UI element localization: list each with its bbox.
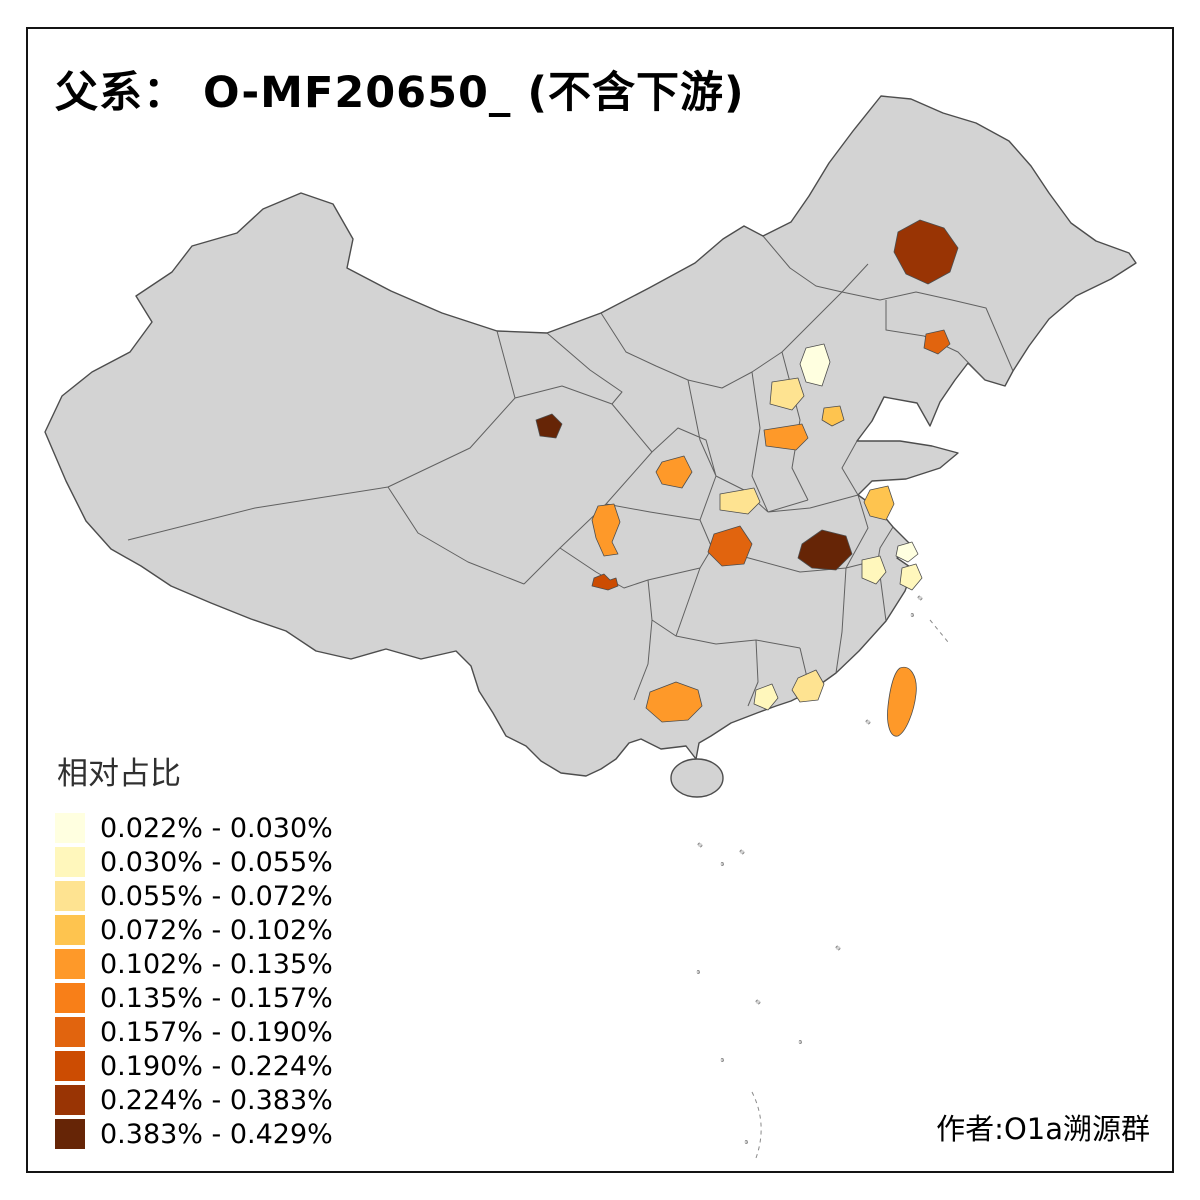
legend-swatch [55, 1119, 85, 1149]
legend-row: 0.157% - 0.190% [55, 1015, 333, 1049]
map-region-liaoning-small [923, 329, 951, 355]
map-region-anhui-north-light [863, 485, 895, 521]
sea-boundary-dash [751, 1091, 762, 1159]
legend-label: 0.135% - 0.157% [100, 982, 333, 1014]
legend-label: 0.224% - 0.383% [100, 1084, 333, 1116]
legend-row: 0.022% - 0.030% [55, 811, 333, 845]
map-region-jiangsu-cream [895, 541, 919, 563]
legend-row: 0.224% - 0.383% [55, 1083, 333, 1117]
legend-label: 0.102% - 0.135% [100, 948, 333, 980]
legend-label: 0.055% - 0.072% [100, 880, 333, 912]
islet-icon [917, 595, 923, 601]
map-region-guanzhong-pale [719, 487, 761, 515]
map-region-anhui-south-pale [861, 555, 887, 585]
islet-icon [755, 999, 761, 1005]
legend-row: 0.135% - 0.157% [55, 981, 333, 1015]
legend-swatch [55, 949, 85, 979]
china-mainland [44, 95, 1137, 777]
legend-row: 0.383% - 0.429% [55, 1117, 333, 1151]
legend-label: 0.190% - 0.224% [100, 1050, 333, 1082]
islet-icon [835, 945, 841, 951]
legend-label: 0.072% - 0.102% [100, 914, 333, 946]
ryukyu-dash [929, 619, 949, 643]
legend-swatch [55, 1051, 85, 1081]
map-region-guangdong-pale [753, 683, 779, 711]
map-region-hebei-pale [799, 343, 831, 387]
legend-swatch [55, 983, 85, 1013]
map-region-northeast-dark [893, 219, 959, 285]
legend-swatch [55, 915, 85, 945]
legend-swatch [55, 881, 85, 911]
legend-title: 相对占比 [57, 756, 181, 792]
hainan-island [670, 758, 724, 798]
legend-label: 0.383% - 0.429% [100, 1118, 333, 1150]
page-title: 父系： O-MF20650_ (不含下游) [55, 68, 745, 118]
south-china-sea-islets [696, 595, 949, 1159]
map-region-chongqing-orange [707, 525, 753, 567]
map-region-shanxi-orange [763, 423, 809, 451]
map-region-qinghai-dark [535, 413, 563, 439]
legend-row: 0.190% - 0.224% [55, 1049, 333, 1083]
legend-label: 0.030% - 0.055% [100, 846, 333, 878]
legend-row: 0.055% - 0.072% [55, 879, 333, 913]
legend-label: 0.157% - 0.190% [100, 1016, 333, 1048]
islet-icon [720, 862, 724, 866]
islet-icon [739, 849, 745, 855]
map-region-guangxi-orange [645, 681, 703, 723]
map-region-sichuan-small-dark [591, 573, 619, 591]
legend-row: 0.072% - 0.102% [55, 913, 333, 947]
author-credit: 作者:O1a溯源群 [936, 1112, 1150, 1146]
map-region-hubei-dark [797, 529, 853, 571]
islet-icon [798, 1040, 802, 1044]
map-region-guangdong-light [791, 669, 825, 703]
islet-icon [696, 970, 700, 974]
legend-row: 0.030% - 0.055% [55, 845, 333, 879]
map-region-gansu-south-orange [591, 503, 621, 557]
map-region-hebei-small-light [821, 405, 845, 427]
map-region-zhejiang-pale [899, 563, 923, 591]
islet-icon [720, 1058, 724, 1062]
map-region-loess-plateau-orange [655, 455, 693, 489]
islet-icon [910, 613, 914, 617]
legend-swatch [55, 1085, 85, 1115]
map-region-taiwan [887, 666, 917, 737]
islet-icon [865, 719, 871, 725]
map-region-shanxi-light [769, 377, 805, 411]
legend-swatch [55, 847, 85, 877]
islet-icon [697, 842, 703, 848]
legend-label: 0.022% - 0.030% [100, 812, 333, 844]
legend: 相对占比 0.022% - 0.030% 0.030% - 0.055% 0.0… [55, 748, 333, 1151]
legend-swatch [55, 1017, 85, 1047]
legend-swatch [55, 813, 85, 843]
islet-icon [744, 1140, 748, 1144]
legend-row: 0.102% - 0.135% [55, 947, 333, 981]
